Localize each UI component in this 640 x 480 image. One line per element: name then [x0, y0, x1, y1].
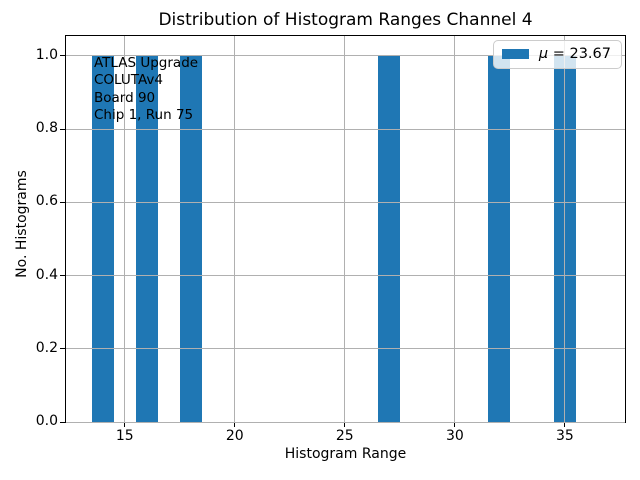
mu-symbol: μ	[538, 46, 549, 62]
y-tick-label: 0.0	[35, 413, 58, 429]
gridline	[66, 128, 625, 130]
gridline	[66, 348, 625, 350]
chart-title: Distribution of Histogram Ranges Channel…	[158, 10, 533, 30]
gridline	[66, 421, 625, 423]
y-tick-label: 0.2	[35, 339, 58, 356]
x-tick-label: 30	[445, 428, 464, 444]
legend-swatch-icon	[501, 49, 529, 59]
gridline	[234, 36, 236, 422]
x-tick-mark	[124, 423, 126, 427]
experiment-annotation: ATLAS Upgrade COLUTAv4 Board 90 Chip 1, …	[94, 55, 199, 124]
y-tick-mark	[60, 55, 66, 57]
gridline	[454, 36, 456, 422]
y-tick-label: 0.6	[35, 193, 58, 210]
x-axis-label: Histogram Range	[284, 446, 407, 462]
y-tick-mark	[60, 128, 66, 130]
gridline	[344, 36, 346, 422]
x-tick-label: 20	[225, 428, 244, 444]
y-tick-mark	[60, 201, 66, 203]
y-tick-label: 1.0	[35, 46, 58, 63]
x-tick-label: 35	[555, 428, 574, 444]
y-axis-label: No. Histograms	[14, 170, 30, 278]
x-tick-mark	[234, 423, 236, 427]
legend-label: μ = 23.67	[539, 46, 611, 62]
x-tick-mark	[564, 423, 566, 427]
y-tick-mark	[60, 421, 66, 423]
y-tick-mark	[60, 275, 66, 276]
y-tick-mark	[60, 348, 66, 350]
mean-value: = 23.67	[548, 46, 611, 62]
gridline	[66, 275, 625, 276]
gridline	[564, 36, 566, 422]
gridline	[66, 55, 625, 57]
x-tick-label: 25	[335, 428, 354, 444]
x-tick-mark	[454, 423, 456, 427]
y-tick-label: 0.4	[35, 266, 58, 283]
plot-area: ATLAS Upgrade COLUTAv4 Board 90 Chip 1, …	[36, 35, 626, 444]
bar	[135, 55, 158, 422]
bar	[487, 55, 510, 422]
legend: μ = 23.67	[492, 40, 622, 69]
bar	[377, 55, 400, 422]
gridline	[66, 201, 625, 203]
x-tick-mark	[344, 423, 346, 427]
gridline	[124, 36, 126, 422]
bar	[91, 55, 114, 422]
y-tick-label: 0.8	[35, 120, 58, 136]
x-tick-label: 15	[115, 428, 134, 444]
bar	[179, 55, 202, 422]
